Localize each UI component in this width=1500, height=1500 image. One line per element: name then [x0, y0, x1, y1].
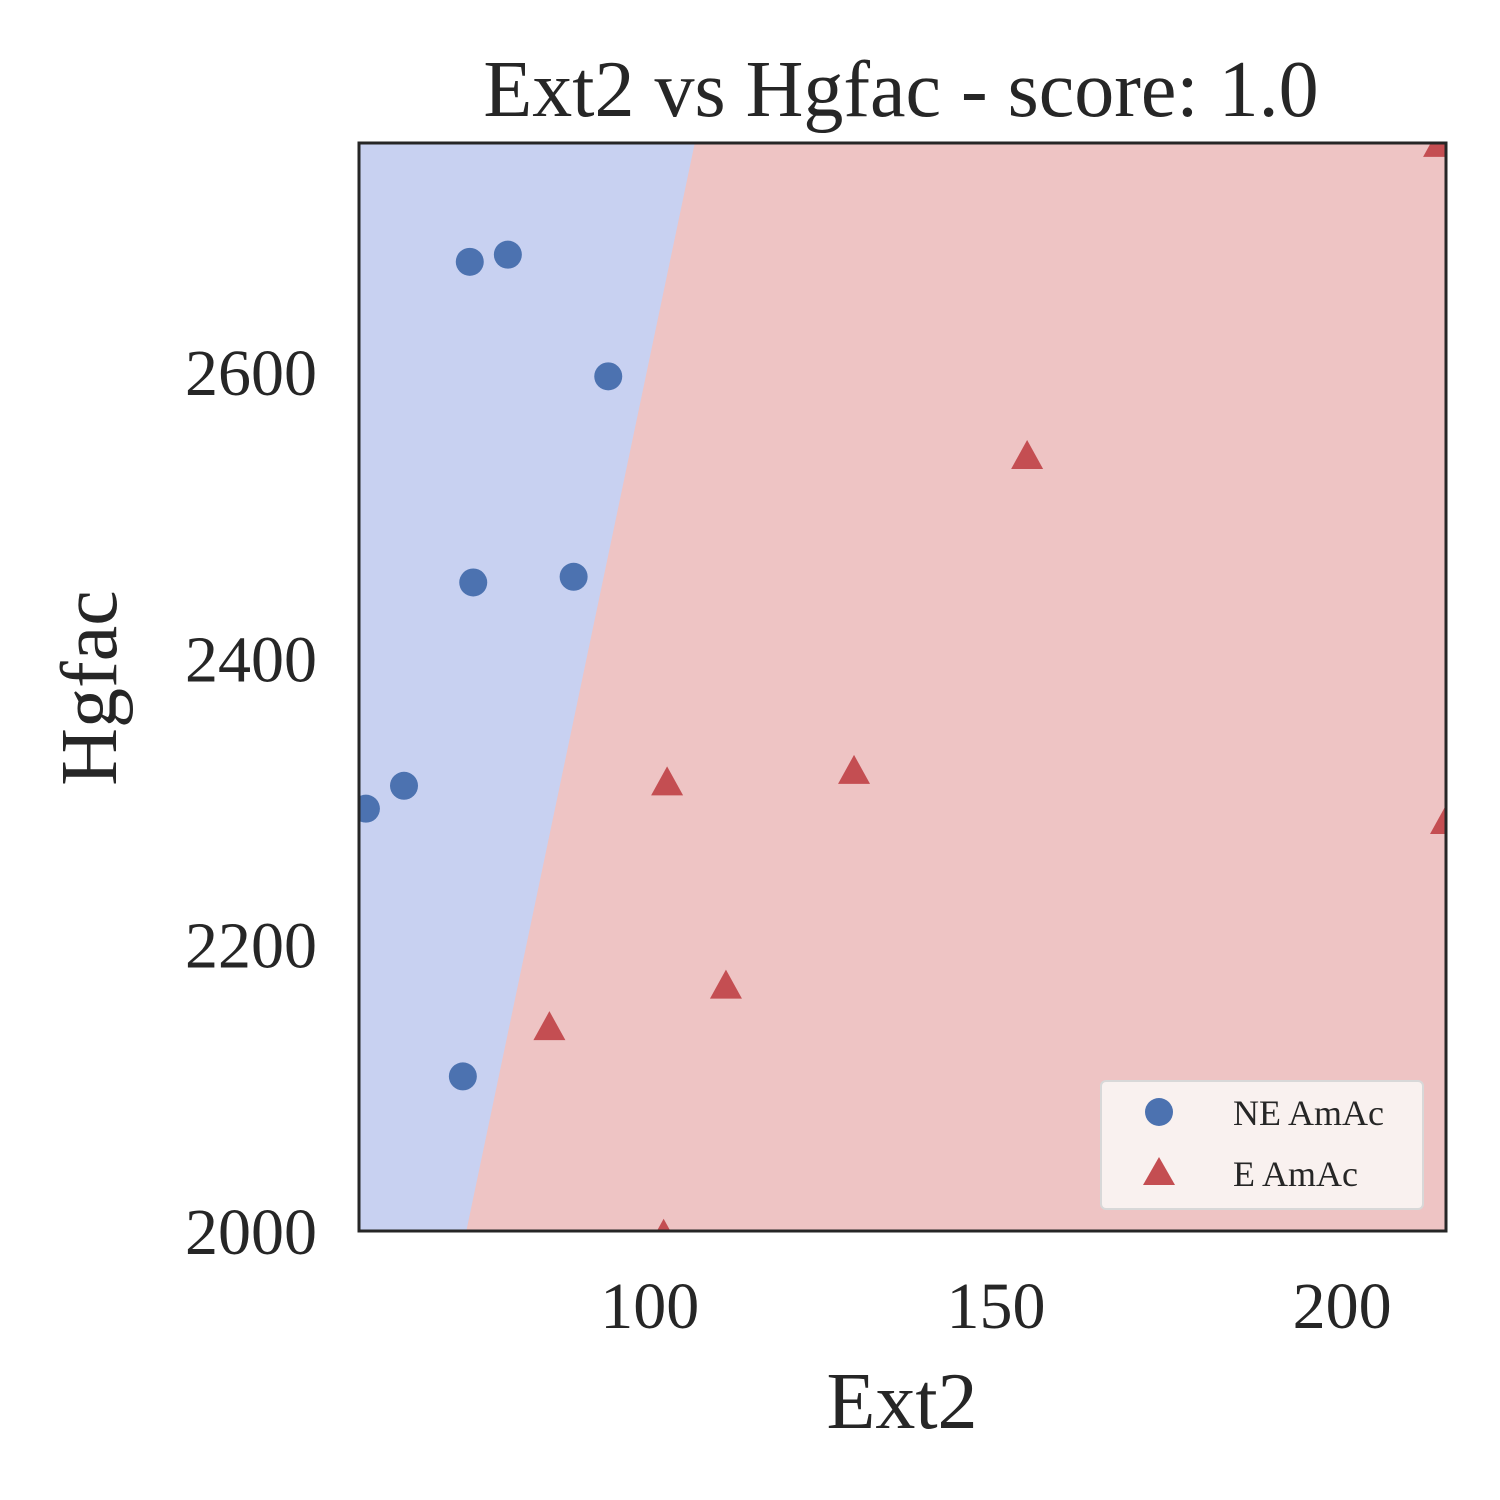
point-e-amac — [1423, 143, 1446, 157]
legend-label-e-amac: E AmAc — [1233, 1154, 1358, 1194]
point-e-amac — [838, 754, 871, 784]
point-e-amac — [651, 766, 684, 796]
region-ne-amac — [359, 143, 695, 1231]
x-tick-label: 150 — [946, 1270, 1045, 1343]
legend: NE AmAc E AmAc — [1100, 1080, 1424, 1210]
legend-box — [1100, 1080, 1424, 1210]
chart-title: Ext2 vs Hgfac - score: 1.0 — [483, 46, 1318, 134]
point-ne-amac — [390, 771, 419, 800]
point-ne-amac — [455, 247, 484, 276]
x-tick-label: 200 — [1293, 1270, 1392, 1343]
point-ne-amac — [448, 1062, 477, 1091]
y-tick-label: 2400 — [185, 623, 317, 696]
plot-frame — [357, 141, 1448, 1233]
point-e-amac — [533, 1011, 566, 1041]
point-ne-amac — [359, 794, 380, 823]
legend-marker-ne-amac — [1145, 1098, 1173, 1126]
point-e-amac — [1430, 805, 1446, 834]
point-e-amac — [709, 969, 742, 999]
point-ne-amac — [594, 362, 623, 391]
y-tick-labels: 2000 2200 2400 2600 — [185, 337, 317, 1269]
y-tick-label: 2600 — [185, 337, 317, 410]
points-layer — [359, 143, 1446, 1231]
x-tick-label: 100 — [600, 1270, 699, 1343]
y-tick-label: 2000 — [185, 1196, 317, 1269]
y-axis-label: Hgfac — [46, 590, 134, 785]
point-ne-amac — [493, 240, 522, 269]
legend-label-ne-amac: NE AmAc — [1233, 1093, 1384, 1133]
point-e-amac — [1011, 439, 1044, 469]
x-tick-labels: 100 150 200 — [600, 1270, 1391, 1343]
point-ne-amac — [559, 562, 588, 591]
x-axis-label: Ext2 — [826, 1358, 977, 1446]
y-tick-label: 2200 — [185, 910, 317, 983]
point-ne-amac — [459, 568, 488, 597]
point-e-amac — [656, 1218, 671, 1231]
legend-marker-e-amac — [1143, 1157, 1175, 1185]
plot-area — [359, 143, 1446, 1231]
